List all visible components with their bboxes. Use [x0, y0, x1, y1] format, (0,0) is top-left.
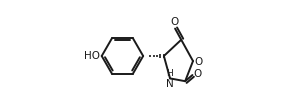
- Text: H: H: [166, 69, 173, 78]
- Text: O: O: [194, 69, 202, 80]
- Text: HO: HO: [84, 51, 100, 61]
- Text: O: O: [195, 57, 203, 67]
- Text: O: O: [170, 17, 178, 27]
- Text: N: N: [165, 79, 173, 89]
